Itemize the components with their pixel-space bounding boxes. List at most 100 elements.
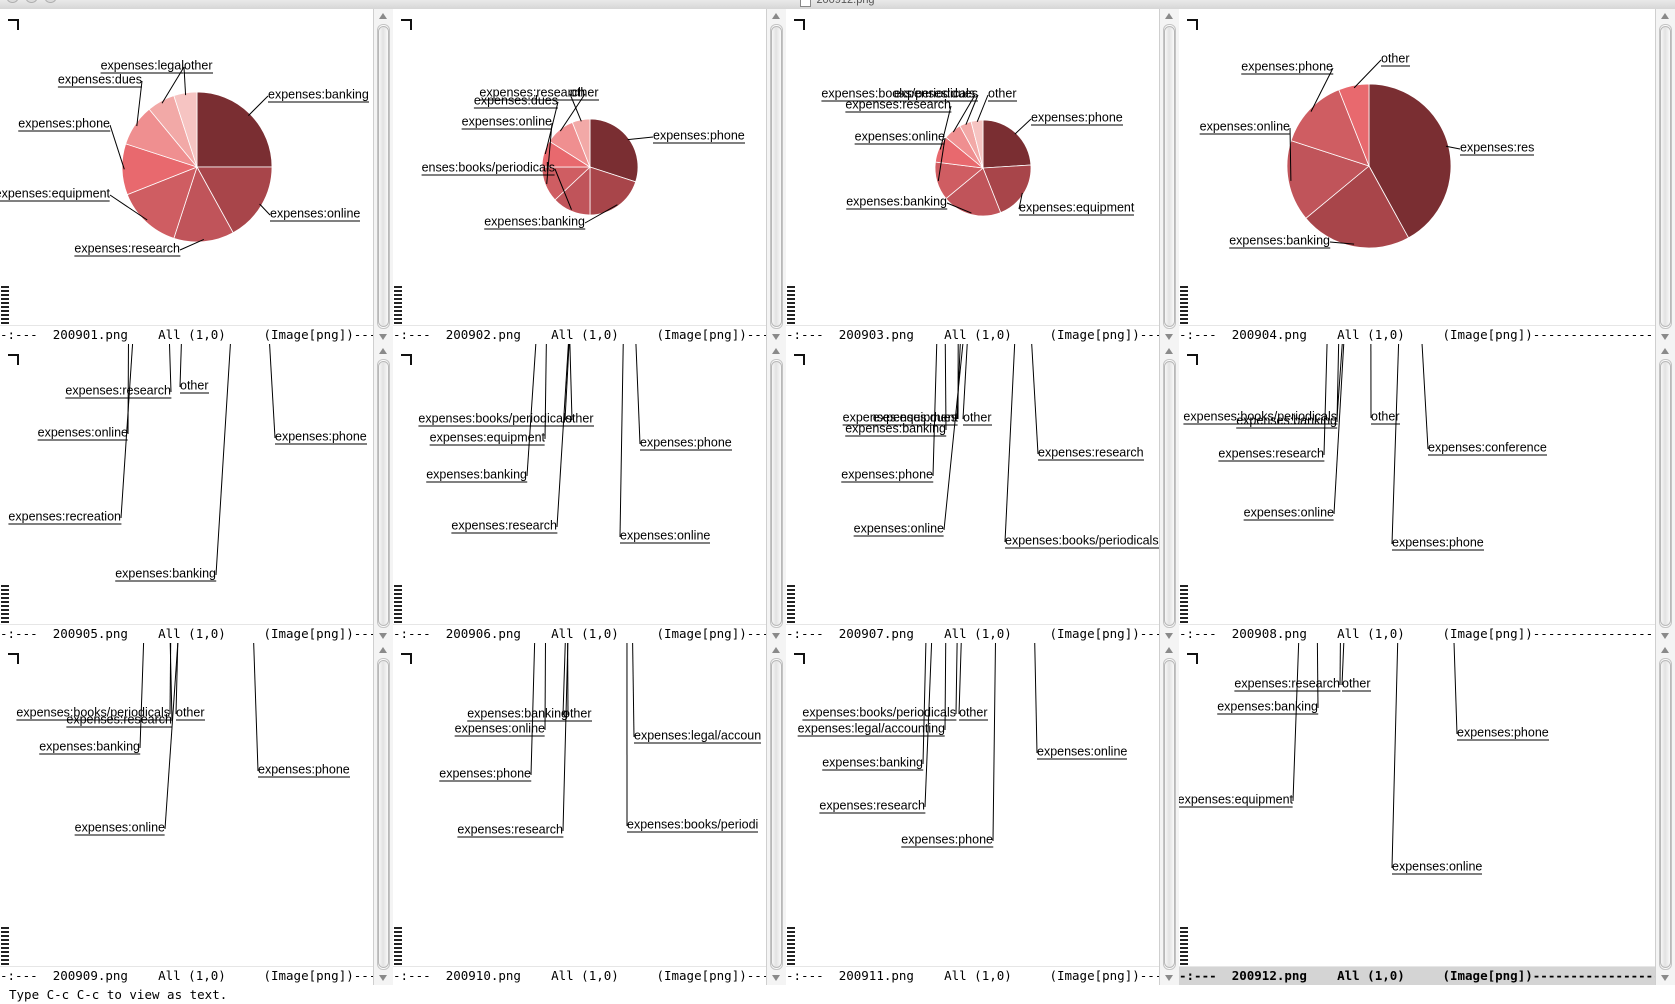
scroll-up-arrow-icon[interactable] — [1165, 348, 1173, 354]
scrollbar-thumb[interactable] — [1164, 361, 1175, 626]
mode-line[interactable]: -:--- 200910.png All (1,0) (Image[png])-… — [393, 966, 786, 985]
scroll-up-arrow-icon[interactable] — [772, 647, 780, 653]
scroll-down-arrow-icon[interactable] — [772, 334, 780, 340]
label-leader-line — [556, 344, 569, 528]
mode-line[interactable]: -:--- 200906.png All (1,0) (Image[png])-… — [393, 624, 786, 643]
scrollbar-thumb[interactable] — [1660, 361, 1671, 626]
emacs-window[interactable]: expenses:research expenses:books/periodic… — [786, 344, 1179, 643]
vertical-scrollbar[interactable] — [1159, 643, 1179, 985]
emacs-window[interactable]: expenses:phone expenses:banking expenses:r… — [0, 344, 393, 643]
scrollbar-thumb[interactable] — [771, 26, 782, 327]
scroll-up-arrow-icon[interactable] — [379, 13, 387, 19]
emacs-window[interactable]: expenses:res expenses:banking expenses:onl… — [1179, 9, 1675, 344]
scrollbar-thumb[interactable] — [378, 26, 389, 327]
pie-slice-label: expenses:conference — [1428, 440, 1547, 456]
scroll-up-arrow-icon[interactable] — [379, 348, 387, 354]
image-buffer[interactable]: expenses:phone expenses:banking expenses:r… — [0, 344, 393, 625]
vertical-scrollbar[interactable] — [1159, 344, 1179, 643]
scrollbar-thumb[interactable] — [378, 361, 389, 626]
emacs-window[interactable]: expenses:legal/accoun expenses:books/peri… — [393, 643, 786, 985]
scrollbar-thumb[interactable] — [1164, 660, 1175, 968]
scroll-down-arrow-icon[interactable] — [1165, 633, 1173, 639]
label-leader-line — [530, 643, 536, 776]
pie-slice-label: expenses:research — [74, 241, 180, 257]
scroll-down-arrow-icon[interactable] — [772, 633, 780, 639]
scroll-up-arrow-icon[interactable] — [1165, 647, 1173, 653]
window-controls[interactable] — [6, 0, 57, 3]
vertical-scrollbar[interactable] — [373, 344, 393, 643]
mode-line[interactable]: -:--- 200911.png All (1,0) (Image[png])-… — [786, 966, 1179, 985]
mode-line[interactable]: -:--- 200901.png All (1,0) (Image[png])-… — [0, 325, 393, 344]
window-title: 200912.png — [0, 0, 1675, 9]
emacs-window[interactable]: expenses:phone expenses:equipment expenses… — [786, 9, 1179, 344]
emacs-window[interactable]: expenses:conference expenses:phone expense… — [1179, 344, 1675, 643]
vertical-scrollbar[interactable] — [766, 344, 786, 643]
mode-line[interactable]: -:--- 200908.png All (1,0) (Image[png])-… — [1179, 624, 1675, 643]
vertical-scrollbar[interactable] — [373, 643, 393, 985]
vertical-scrollbar[interactable] — [766, 9, 786, 344]
mode-line[interactable]: -:--- 200903.png All (1,0) (Image[png])-… — [786, 325, 1179, 344]
image-buffer[interactable]: expenses:conference expenses:phone expense… — [1179, 344, 1675, 625]
image-buffer[interactable]: expenses:phone expenses:online expenses:re… — [393, 344, 786, 625]
image-buffer[interactable]: expenses:phone expenses:equipment expenses… — [786, 9, 1179, 326]
image-buffer[interactable]: expenses:research expenses:books/periodic… — [786, 344, 1179, 625]
scroll-up-arrow-icon[interactable] — [1661, 647, 1669, 653]
scroll-down-arrow-icon[interactable] — [772, 975, 780, 981]
scroll-down-arrow-icon[interactable] — [379, 334, 387, 340]
mode-line[interactable]: -:--- 200902.png All (1,0) (Image[png])-… — [393, 325, 786, 344]
emacs-window[interactable]: expenses:phone expenses:online expenses:ba… — [0, 643, 393, 985]
scroll-down-arrow-icon[interactable] — [1165, 975, 1173, 981]
scrollbar-thumb[interactable] — [1660, 26, 1671, 327]
scrollbar-thumb[interactable] — [771, 361, 782, 626]
scroll-up-arrow-icon[interactable] — [1661, 348, 1669, 354]
modeline-position: All (1,0) — [551, 327, 619, 342]
scroll-down-arrow-icon[interactable] — [1661, 334, 1669, 340]
scroll-up-arrow-icon[interactable] — [1165, 13, 1173, 19]
emacs-window[interactable]: expenses:phone expenses:online expenses:eq… — [1179, 643, 1675, 985]
image-buffer[interactable]: expenses:legal/accoun expenses:books/peri… — [393, 643, 786, 967]
scroll-up-arrow-icon[interactable] — [772, 13, 780, 19]
scroll-down-arrow-icon[interactable] — [1661, 975, 1669, 981]
scroll-up-arrow-icon[interactable] — [379, 647, 387, 653]
vertical-scrollbar[interactable] — [1159, 9, 1179, 344]
scrollbar-thumb[interactable] — [1660, 660, 1671, 968]
scroll-down-arrow-icon[interactable] — [1661, 633, 1669, 639]
scroll-down-arrow-icon[interactable] — [379, 633, 387, 639]
image-buffer[interactable]: expenses:res expenses:banking expenses:onl… — [1179, 9, 1675, 326]
mode-line[interactable]: -:--- 200909.png All (1,0) (Image[png])-… — [0, 966, 393, 985]
emacs-window[interactable]: expenses:phone expenses:banking enses:book… — [393, 9, 786, 344]
image-buffer[interactable]: expenses:phone expenses:online expenses:ba… — [0, 643, 393, 967]
modeline-filename: 200904.png — [1231, 327, 1307, 342]
vertical-scrollbar[interactable] — [1655, 344, 1675, 643]
modeline-major-mode: (Image[png]) — [656, 968, 747, 983]
image-buffer[interactable]: expenses:online expenses:phone expenses:re… — [786, 643, 1179, 967]
vertical-scrollbar[interactable] — [766, 643, 786, 985]
fringe-continuation-marks — [1, 286, 9, 324]
scroll-up-arrow-icon[interactable] — [772, 348, 780, 354]
mode-line[interactable]: -:--- 200907.png All (1,0) (Image[png])-… — [786, 624, 1179, 643]
scrollbar-thumb[interactable] — [1164, 26, 1175, 327]
mode-line[interactable]: -:--- 200904.png All (1,0) (Image[png])-… — [1179, 325, 1675, 344]
mode-line[interactable]: -:--- 200905.png All (1,0) (Image[png])-… — [0, 624, 393, 643]
vertical-scrollbar[interactable] — [1655, 9, 1675, 344]
image-buffer[interactable]: expenses:phone expenses:banking enses:book… — [393, 9, 786, 326]
scroll-up-arrow-icon[interactable] — [1661, 13, 1669, 19]
pie-slice-label: expenses:dues — [893, 86, 978, 102]
mode-line[interactable]: -:--- 200912.png All (1,0) (Image[png])-… — [1179, 966, 1675, 985]
image-buffer[interactable]: expenses:banking expenses:online expenses:… — [0, 9, 393, 326]
emacs-window[interactable]: expenses:banking expenses:online expenses:… — [0, 9, 393, 344]
buffer-corner-marker — [401, 653, 412, 664]
modeline-prefix: -:--- — [1179, 968, 1217, 983]
pie-slice-label: other — [1381, 51, 1410, 67]
vertical-scrollbar[interactable] — [373, 9, 393, 344]
scrollbar-thumb[interactable] — [378, 660, 389, 968]
scroll-down-arrow-icon[interactable] — [1165, 334, 1173, 340]
vertical-scrollbar[interactable] — [1655, 643, 1675, 985]
scrollbar-thumb[interactable] — [771, 660, 782, 968]
emacs-window[interactable]: expenses:online expenses:phone expenses:re… — [786, 643, 1179, 985]
pie-slice-label: expenses:online — [454, 721, 545, 737]
image-buffer[interactable]: expenses:phone expenses:online expenses:eq… — [1179, 643, 1675, 967]
pie-slice-label: expenses:phone — [1241, 59, 1333, 75]
emacs-window[interactable]: expenses:phone expenses:online expenses:re… — [393, 344, 786, 643]
scroll-down-arrow-icon[interactable] — [379, 975, 387, 981]
